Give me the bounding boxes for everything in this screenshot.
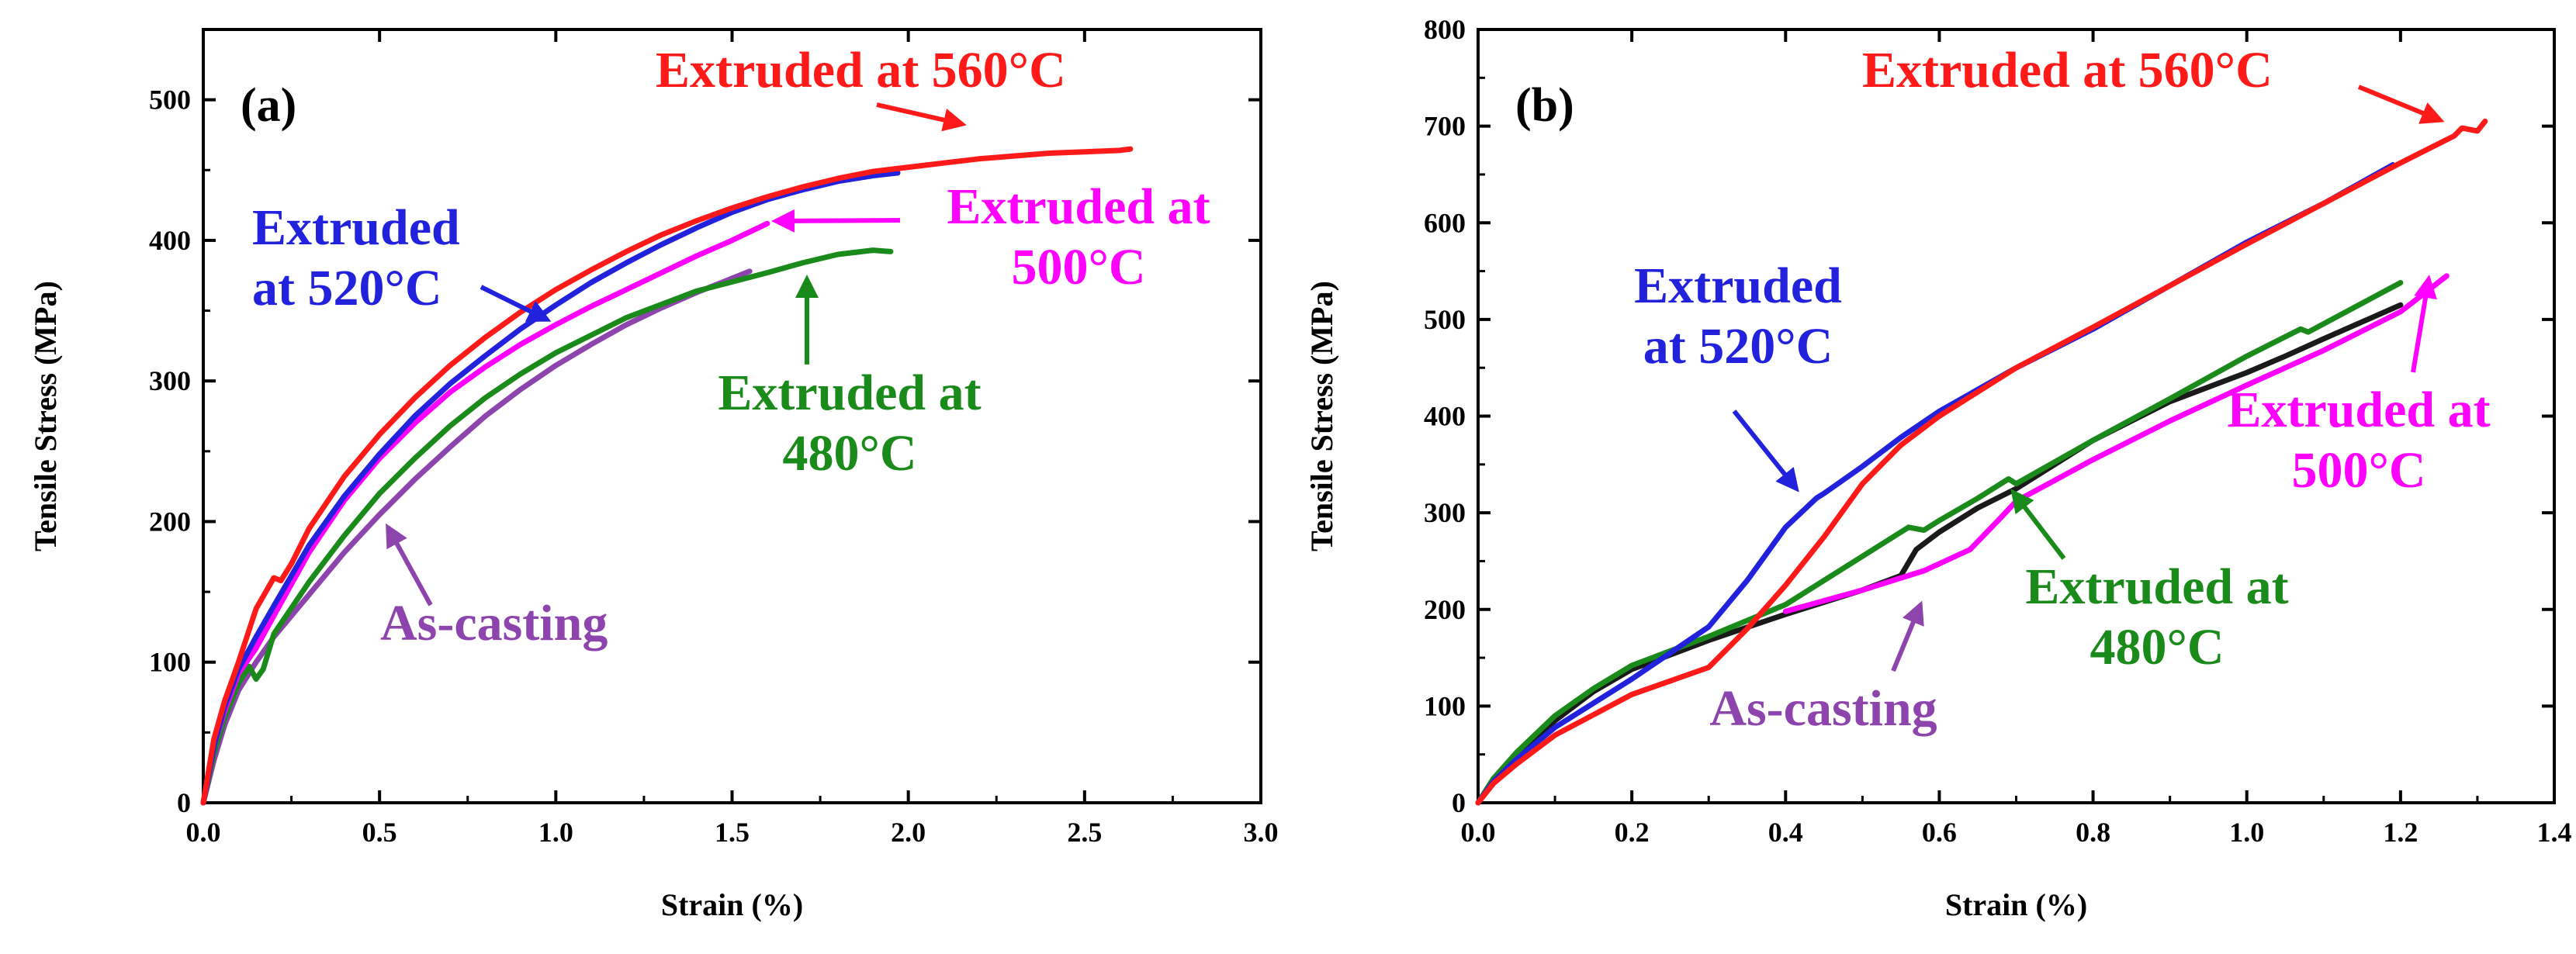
x-tick-label: 0.8 xyxy=(2076,817,2110,848)
x-tick-label: 3.0 xyxy=(1244,817,1279,848)
annotation-arrow xyxy=(480,285,552,322)
x-tick-label: 0.6 xyxy=(1922,817,1957,848)
annotation-arrow xyxy=(2010,489,2066,560)
annotation-label: Extruded at 560°C xyxy=(656,42,1066,99)
annotation-arrow xyxy=(876,102,967,132)
series-line-extruded-at-560-c xyxy=(1475,118,2488,806)
x-tick-label: 0.5 xyxy=(362,817,397,848)
y-tick-label: 400 xyxy=(1424,401,1466,432)
series-line-extruded-at-480-c xyxy=(200,247,894,806)
series-line-extruded-at-500-c xyxy=(1782,273,2450,614)
series-line-extruded-at-480-c xyxy=(1475,280,2404,806)
x-tick-label: 0.2 xyxy=(1615,817,1650,848)
annotation-arrow xyxy=(1732,410,1799,493)
y-axis-label: Tensile Stress (MPa) xyxy=(28,281,63,551)
panel-a: 0.0 0.5 1.0 1.5 2.0 2.5 3.0 0 100 200 300 400 500 Str… xyxy=(28,28,1279,922)
series-line-as-casting xyxy=(200,268,753,806)
x-axis-label: Strain (%) xyxy=(661,887,803,922)
panel-label: (b) xyxy=(1515,79,1574,132)
y-tick-label: 500 xyxy=(1424,304,1466,335)
x-tick-label: 2.5 xyxy=(1067,817,1102,848)
x-tick-label: 0.0 xyxy=(1461,817,1496,848)
annotation-label: Extruded at 500°C xyxy=(2227,382,2490,499)
y-tick-label: 300 xyxy=(1424,497,1466,528)
x-axis-label: Strain (%) xyxy=(1945,887,2087,922)
y-tick-label: 400 xyxy=(149,225,191,256)
y-tick-label: 100 xyxy=(1424,690,1466,721)
annotation-label: Extruded at 500°C xyxy=(947,178,1210,296)
series-line-extruded-at-560-c xyxy=(200,146,1134,806)
annotation-arrow xyxy=(386,523,433,607)
x-tick-label: 1.4 xyxy=(2537,817,2572,848)
y-tick-label: 0 xyxy=(177,787,191,818)
y-tick-label: 800 xyxy=(1424,14,1466,45)
y-tick-label: 700 xyxy=(1424,111,1466,142)
annotation-arrow xyxy=(1891,600,1924,672)
x-tick-label: 1.5 xyxy=(715,817,750,848)
annotation-label: As-casting xyxy=(1709,680,1937,737)
x-tick-label: 0.4 xyxy=(1768,817,1803,848)
x-tick-label: 1.0 xyxy=(538,817,573,848)
y-tick-label: 0 xyxy=(1452,787,1466,818)
panel-label: (a) xyxy=(241,79,296,132)
annotation-label: Extruded at 480°C xyxy=(718,365,981,482)
annotation-label: Extruded at 560°C xyxy=(1862,42,2273,99)
annotation-arrow xyxy=(2411,275,2437,373)
x-tick-label: 0.0 xyxy=(186,817,221,848)
annotation-label: Extruded at 520°C xyxy=(252,199,460,316)
panel-b: 0.0 0.2 0.4 0.6 0.8 1.0 1.2 1.4 0 100 200 300 400 500… xyxy=(1304,14,2572,922)
y-tick-label: 500 xyxy=(149,85,191,116)
annotation-label: Extruded at 480°C xyxy=(2025,558,2288,676)
annotation-arrow xyxy=(2357,85,2445,124)
x-tick-label: 1.0 xyxy=(2229,817,2264,848)
y-tick-label: 200 xyxy=(1424,594,1466,625)
y-tick-label: 100 xyxy=(149,647,191,678)
y-tick-label: 300 xyxy=(149,365,191,396)
series-line-as-casting xyxy=(1475,302,2404,806)
annotation-arrow xyxy=(771,209,901,233)
x-tick-label: 2.0 xyxy=(891,817,926,848)
y-tick-label: 200 xyxy=(149,506,191,537)
annotation-label: As-casting xyxy=(380,595,608,652)
y-axis-label: Tensile Stress (MPa) xyxy=(1304,281,1339,551)
annotation-label: Extruded at 520°C xyxy=(1634,258,1842,375)
x-tick-label: 1.2 xyxy=(2383,817,2418,848)
y-tick-label: 600 xyxy=(1424,207,1466,238)
